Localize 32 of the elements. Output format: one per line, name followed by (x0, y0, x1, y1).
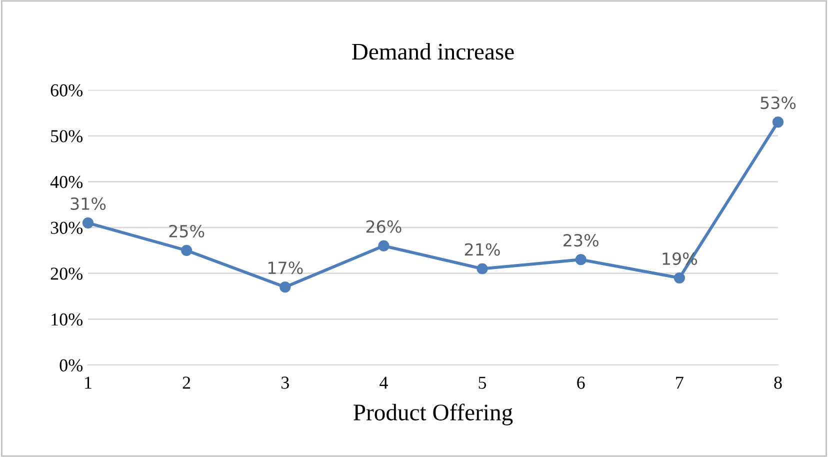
data-label: 31% (70, 197, 106, 210)
y-tick-label: 10% (52, 313, 83, 326)
point (476, 263, 488, 274)
point (674, 272, 685, 284)
x-tick-label: 2 (182, 376, 190, 389)
x-tick-label: 5 (478, 376, 486, 389)
data-label: 23% (564, 234, 598, 247)
y-tick-label: 20% (50, 268, 83, 280)
y-tick-label: 40% (50, 176, 83, 188)
x-tick-label: 7 (676, 376, 684, 389)
point (575, 254, 586, 266)
data-label: 53% (760, 96, 796, 110)
data-label: 17% (268, 262, 303, 274)
y-tick-label: 30% (50, 222, 83, 234)
x-tick-label: 3 (281, 376, 289, 389)
data-label: 26% (366, 220, 402, 233)
point (378, 240, 390, 252)
point (181, 244, 192, 256)
chart-title: Demand increase (352, 43, 514, 60)
y-tick-label: 60% (50, 84, 83, 96)
point (772, 116, 784, 128)
x-tick-label: 6 (577, 376, 585, 389)
x-tick-label: 4 (380, 376, 388, 389)
x-tick-label: 8 (774, 376, 782, 389)
point (280, 282, 291, 293)
point (82, 217, 94, 228)
x-tick-label: 1 (85, 376, 92, 389)
y-tick-label: 50% (51, 130, 83, 142)
y-tick-label: 0% (60, 359, 83, 372)
data-label: 25% (169, 224, 204, 238)
x-axis-title: Product Offering (354, 404, 513, 426)
data-label: 21% (464, 243, 500, 256)
